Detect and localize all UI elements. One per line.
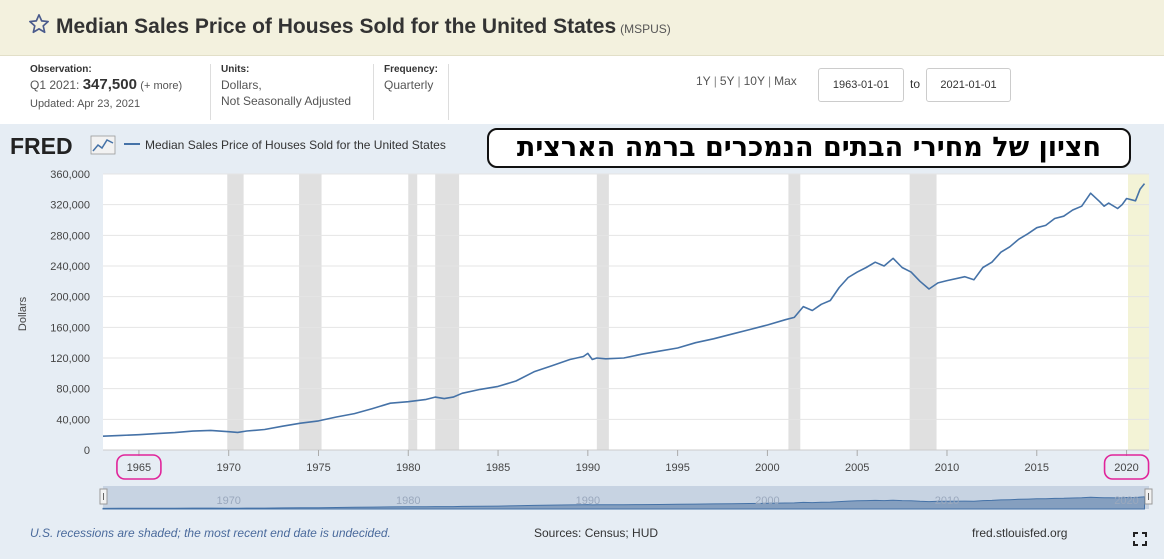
recession-band [299,174,322,450]
fred-logo: FRED [10,133,73,159]
x-tick-label: 1980 [396,462,420,474]
recession-band [227,174,244,450]
plot-area [103,174,1149,450]
series-title-text: Median Sales Price of Houses Sold for th… [56,15,617,38]
fred-logo-chart-icon [90,135,116,155]
navigator-tick-label: 2020 [1114,495,1138,507]
series-line [102,183,1146,437]
y-axis-label: Dollars [17,296,29,331]
chart-panel: FRED Median Sales Price of Houses Sold f… [0,124,1164,559]
navigator-tick-label: 2010 [935,495,959,507]
units-label: Units: [221,64,250,75]
navigator-tick-label: 2000 [755,495,779,507]
end-date-input[interactable] [926,68,1011,102]
site-link[interactable]: fred.stlouisfed.org [972,526,1067,540]
navigator-area [102,496,1145,510]
recession-band [408,174,418,450]
range-1y-button[interactable]: 1Y [696,74,711,88]
y-tick-label: 40,000 [56,414,90,426]
x-tick-label: 1990 [576,462,600,474]
recession-band [788,174,801,450]
recession-band [909,174,937,450]
y-tick-label: 360,000 [50,169,90,181]
observation-block: Observation: Q1 2021: 347,500 (+ more) U… [20,64,211,120]
y-tick-label: 120,000 [50,353,90,365]
navigator-tick-label: 1980 [396,495,420,507]
observation-label: Observation: [30,64,92,75]
navigator[interactable]: 1970 1980 1990 2000 2010 2020 [99,486,1153,510]
units-block: Units: Dollars, Not Seasonally Adjusted [211,64,374,120]
navigator-left-handle[interactable] [99,488,108,505]
x-tick-label: 2005 [845,462,869,474]
x-tick-label: 1995 [665,462,689,474]
y-tick-label: 240,000 [50,261,90,273]
star-icon[interactable] [28,13,50,35]
y-tick-label: 200,000 [50,292,90,304]
x-tick-label: 2010 [935,462,959,474]
navigator-tick-label: 1970 [216,495,240,507]
recession-band [435,174,460,450]
navigator-tick-label: 1990 [576,495,600,507]
highlight-circle [1103,454,1150,480]
observation-more-link[interactable]: (+ more) [140,80,183,92]
units-line1: Dollars, [221,78,262,92]
y-tick-label: 280,000 [50,230,90,242]
recession-band [596,174,609,450]
hebrew-overlay-text: חציון של מחירי הבתים הנמכרים ברמה הארצית [487,128,1131,168]
x-tick-label: 1965 [127,462,151,474]
highlight-circle [116,454,162,480]
frequency-label: Frequency: [384,64,438,75]
observation-period: Q1 2021: [30,78,80,92]
y-tick-label: 80,000 [56,384,90,396]
frequency-value: Quarterly [384,78,434,92]
range-buttons: 1Y | 5Y | 10Y | Max [696,74,797,88]
x-tick-label: 2020 [1114,462,1138,474]
x-tick-label: 1985 [486,462,510,474]
updated-date: Updated: Apr 23, 2021 [30,98,141,110]
frequency-block: Frequency: Quarterly [374,64,449,120]
recession-note: U.S. recessions are shaded; the most rec… [30,526,391,540]
observation-value: 347,500 [82,76,137,93]
x-tick-label: 2015 [1025,462,1049,474]
x-axis: 1965 1970 1975 1980 1985 1990 1995 2000 2005 2010… [103,449,1150,480]
sources-text: Sources: Census; HUD [534,526,658,540]
series-title: Median Sales Price of Houses Sold for th… [56,15,671,39]
to-label: to [910,77,921,91]
recession-band [1127,174,1149,450]
legend-label: Median Sales Price of Houses Sold for th… [145,138,446,152]
x-tick-label: 1970 [216,462,240,474]
title-bar: Median Sales Price of Houses Sold for th… [0,0,1164,56]
y-axis: 0 40,000 80,000 120,000 160,000 200,000 240,00… [50,169,90,457]
y-tick-label: 320,000 [50,200,90,212]
x-tick-label: 1975 [306,462,330,474]
y-tick-label: 0 [84,445,90,457]
navigator-right-handle[interactable] [1144,488,1153,505]
series-id: (MSPUS) [620,22,671,36]
observation-value-line: Q1 2021: 347,500 (+ more) [30,77,210,94]
y-tick-label: 160,000 [50,322,90,334]
start-date-input[interactable] [818,68,904,102]
chart-svg: FRED Median Sales Price of Houses Sold f… [10,133,1153,540]
recession-layer [227,174,1149,450]
fullscreen-icon[interactable] [1133,532,1147,546]
range-10y-button[interactable]: 10Y [743,74,765,88]
units-line2: Not Seasonally Adjusted [221,94,352,108]
range-5y-button[interactable]: 5Y [719,74,735,88]
navigator-ticks: 1970 1980 1990 2000 2010 2020 [216,495,1138,507]
x-tick-label: 2000 [755,462,779,474]
range-max-button[interactable]: Max [774,74,797,88]
